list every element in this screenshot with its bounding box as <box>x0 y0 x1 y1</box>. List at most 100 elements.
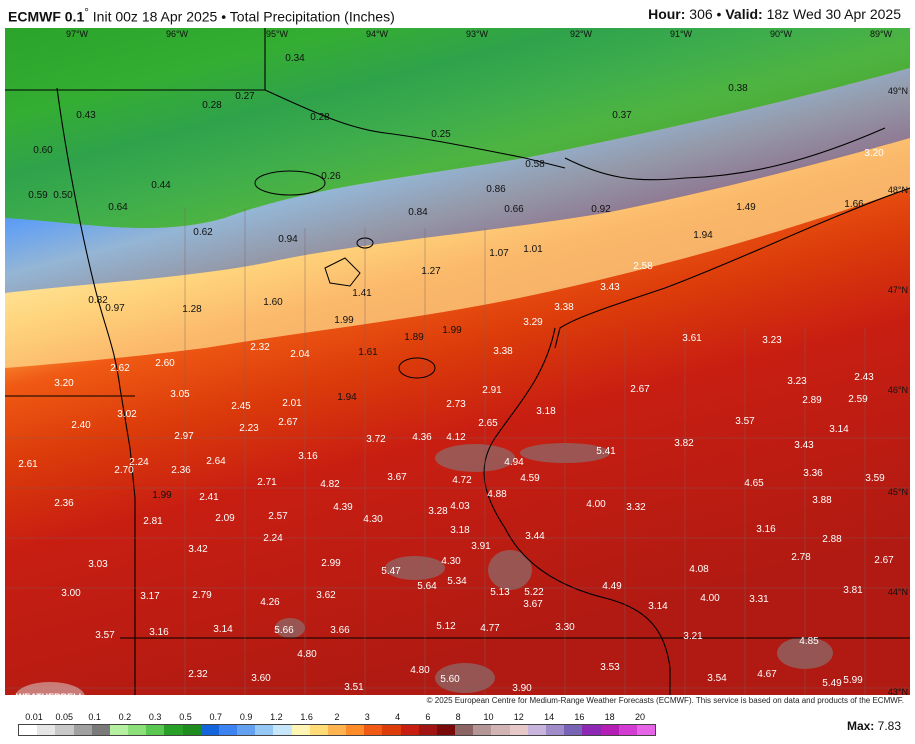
precip-value: 1.99 <box>334 315 354 326</box>
legend-swatch <box>19 725 38 735</box>
legend-swatch <box>382 725 401 735</box>
legend-swatch <box>509 725 528 735</box>
precip-value: 5.47 <box>381 566 401 577</box>
precip-value: 0.38 <box>728 83 748 94</box>
legend-swatch <box>37 725 56 735</box>
precip-value: 0.28 <box>310 112 330 123</box>
precip-value: 2.32 <box>250 342 270 353</box>
precip-value: 4.67 <box>757 669 777 680</box>
precip-value: 3.72 <box>366 434 386 445</box>
precip-value: 4.72 <box>452 475 472 486</box>
precipitation-map[interactable]: 97°W 96°W 95°W 94°W 93°W 92°W 91°W 90°W 89°W 49°… <box>5 28 910 695</box>
legend-swatch <box>636 725 656 735</box>
precip-value: 4.65 <box>744 478 764 489</box>
precip-value: 2.99 <box>321 558 341 569</box>
precip-value: 1.89 <box>404 332 424 343</box>
legend-swatch <box>618 725 637 735</box>
precip-value: 0.66 <box>504 204 524 215</box>
precip-value: 3.31 <box>749 594 769 605</box>
precip-value: 2.97 <box>174 431 194 442</box>
precip-value: 2.45 <box>231 401 251 412</box>
precip-value: 2.78 <box>791 552 811 563</box>
legend-tick: 0.1 <box>88 712 101 722</box>
legend-tick: 2 <box>334 712 340 722</box>
precip-value: 0.94 <box>278 234 298 245</box>
precip-value: 3.05 <box>170 389 190 400</box>
legend-swatch <box>346 725 365 735</box>
precip-value: 2.57 <box>268 511 288 522</box>
legend-swatch <box>564 725 583 735</box>
max-value: Max: 7.83 <box>846 719 901 733</box>
precip-value: 3.53 <box>600 662 620 673</box>
precip-value: 4.03 <box>450 501 470 512</box>
precip-value: 0.60 <box>33 145 53 156</box>
legend-tick: 18 <box>604 712 615 722</box>
legend-swatch <box>237 725 256 735</box>
precip-value: 3.60 <box>251 673 271 684</box>
legend-swatch <box>473 725 492 735</box>
lon-label: 94°W <box>366 29 389 39</box>
precip-value: 2.62 <box>110 363 130 374</box>
legend-swatch <box>545 725 565 735</box>
legend-swatch <box>600 725 619 735</box>
precip-value: 3.16 <box>756 524 776 535</box>
legend-swatch <box>164 725 183 735</box>
longitude-labels: 97°W 96°W 95°W 94°W 93°W 92°W 91°W 90°W 89°W <box>66 29 893 39</box>
precip-value: 3.28 <box>428 506 448 517</box>
precip-value: 5.60 <box>440 674 460 685</box>
legend-tick: 6 <box>425 712 431 722</box>
precip-value: 0.62 <box>193 227 213 238</box>
precip-value: 3.14 <box>829 424 849 435</box>
precip-value: 3.32 <box>626 502 646 513</box>
precip-value: 3.16 <box>298 451 318 462</box>
legend-tick: 16 <box>574 712 585 722</box>
legend-tick: 0.05 <box>55 712 74 722</box>
product-name: Total Precipitation (Inches) <box>229 8 395 25</box>
precip-value: 2.67 <box>630 384 650 395</box>
precip-value-labels: 0.34 0.27 0.28 0.43 0.28 0.25 0.38 0.37 0.60 0.58… <box>18 53 894 694</box>
precip-value: 2.65 <box>478 418 498 429</box>
precip-value: 1.49 <box>736 202 756 213</box>
precip-value: 3.23 <box>762 335 782 346</box>
legend-swatch <box>218 725 238 735</box>
legend-tick: 0.3 <box>148 712 162 722</box>
lat-label: 48°N <box>888 185 908 195</box>
legend-tick: 12 <box>513 712 524 722</box>
precip-value: 2.24 <box>129 457 149 468</box>
precip-value: 3.43 <box>794 440 814 451</box>
precip-value: 2.36 <box>54 498 74 509</box>
precip-value: 2.09 <box>215 513 235 524</box>
copyright-notice: © 2025 European Centre for Medium-Range … <box>423 695 907 706</box>
lon-label: 97°W <box>66 29 89 39</box>
precip-value: 1.61 <box>358 347 378 358</box>
legend-swatch <box>200 725 219 735</box>
precip-value: 1.99 <box>152 490 172 501</box>
valid-time: 18z Wed 30 Apr 2025 <box>766 6 901 22</box>
precip-value: 3.30 <box>555 622 575 633</box>
legend-tick: 0.01 <box>25 712 43 722</box>
precip-value: 0.50 <box>53 190 73 201</box>
precip-value: 3.54 <box>707 673 727 684</box>
legend-tick: 0.9 <box>239 712 253 722</box>
legend-tick: 10 <box>483 712 494 722</box>
legend-tick: 1.2 <box>270 712 283 722</box>
precip-value: 1.66 <box>844 199 864 210</box>
lon-label: 93°W <box>466 29 489 39</box>
precip-value: 2.59 <box>848 394 868 405</box>
green-zone <box>5 28 910 229</box>
legend-tick: 0.2 <box>118 712 132 722</box>
blue-zone <box>5 68 910 293</box>
legend-tick: 14 <box>544 712 555 722</box>
precip-value: 1.07 <box>489 248 509 259</box>
precip-value: 2.40 <box>71 420 91 431</box>
color-scale-legend <box>18 724 656 736</box>
precip-value: 5.22 <box>524 587 544 598</box>
header-bar: ECMWF 0.1° Init 00z 18 Apr 2025 • Total … <box>0 0 915 28</box>
precip-value: 5.64 <box>417 581 437 592</box>
precip-value: 2.24 <box>263 533 283 544</box>
precip-value: 3.00 <box>61 588 81 599</box>
precip-value: 3.20 <box>864 148 884 159</box>
legend-swatch <box>491 725 510 735</box>
legend-swatch <box>327 725 347 735</box>
precip-value: 5.12 <box>436 621 456 632</box>
